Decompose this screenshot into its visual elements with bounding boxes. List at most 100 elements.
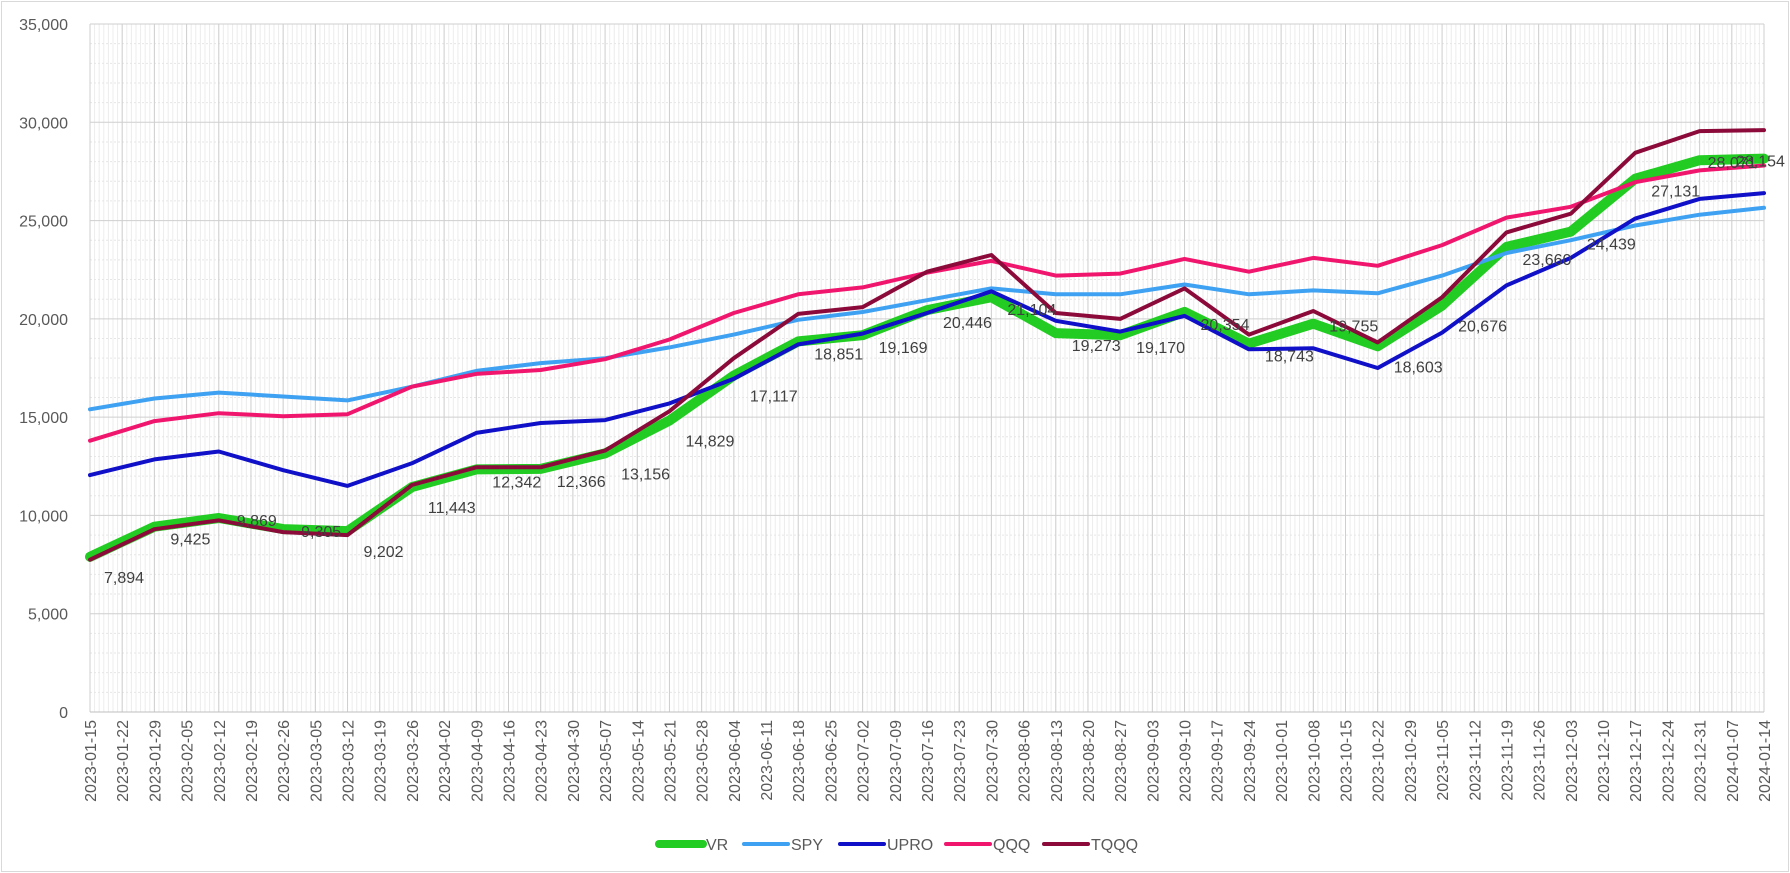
x-tick-label: 2023-03-26 xyxy=(405,720,422,802)
x-tick-label: 2023-07-16 xyxy=(920,720,937,802)
x-tick-label: 2023-02-05 xyxy=(180,720,197,802)
y-tick-label: 30,000 xyxy=(19,115,68,132)
x-tick-label: 2023-03-19 xyxy=(373,720,390,802)
x-tick-label: 2023-04-09 xyxy=(469,720,486,802)
x-tick-label: 2023-05-28 xyxy=(695,720,712,802)
data-labels: 7,894 9,425 9,869 9,305 9,202 11,443 12,342 12,… xyxy=(104,154,1785,587)
data-label: 7,894 xyxy=(104,570,144,587)
x-tick-label: 2023-10-08 xyxy=(1306,720,1323,802)
x-tick-label: 2023-11-12 xyxy=(1467,720,1484,801)
x-tick-label: 2023-06-11 xyxy=(759,720,776,801)
x-tick-label: 2023-12-10 xyxy=(1596,720,1613,802)
y-tick-label: 5,000 xyxy=(28,607,68,624)
data-label: 20,446 xyxy=(943,315,992,332)
x-tick-label: 2023-11-26 xyxy=(1532,720,1549,801)
data-label: 28,071 xyxy=(1708,155,1757,172)
x-tick-label: 2023-04-16 xyxy=(502,720,519,802)
x-tick-label: 2023-09-24 xyxy=(1242,720,1259,802)
x-tick-label: 2023-07-02 xyxy=(856,720,873,802)
data-label: 14,829 xyxy=(685,434,734,451)
x-tick-label: 2023-01-29 xyxy=(147,720,164,802)
series-lines xyxy=(85,128,1769,562)
data-label: 17,117 xyxy=(750,389,798,406)
x-tick-label: 2023-03-12 xyxy=(341,720,358,802)
x-tick-label: 2023-05-14 xyxy=(630,720,647,802)
x-tick-label: 2023-06-04 xyxy=(727,720,744,802)
data-label: 9,425 xyxy=(170,532,210,549)
x-tick-label: 2023-05-21 xyxy=(662,720,679,802)
x-tick-label: 2023-10-29 xyxy=(1403,720,1420,802)
x-tick-label: 2023-02-26 xyxy=(276,720,293,802)
data-label: 9,202 xyxy=(364,544,404,561)
data-label: 21,104 xyxy=(1007,302,1056,319)
data-label: 12,366 xyxy=(557,474,606,491)
x-tick-label: 2023-08-20 xyxy=(1081,720,1098,802)
data-label: 19,273 xyxy=(1072,338,1121,355)
data-label: 19,755 xyxy=(1329,319,1378,336)
data-label: 12,342 xyxy=(492,474,541,491)
x-tick-label: 2023-08-06 xyxy=(1017,720,1034,802)
x-tick-label: 2023-12-17 xyxy=(1628,720,1645,802)
x-tick-label: 2023-04-23 xyxy=(534,720,551,802)
x-tick-label: 2023-07-23 xyxy=(952,720,969,802)
data-label: 13,156 xyxy=(621,466,670,483)
x-tick-label: 2023-03-05 xyxy=(308,720,325,802)
legend-label-spy: SPY xyxy=(791,837,823,854)
y-tick-label: 0 xyxy=(59,705,68,722)
data-label: 28,154 xyxy=(1736,154,1785,171)
data-label: 19,170 xyxy=(1136,340,1185,357)
data-label: 24,439 xyxy=(1587,237,1636,254)
x-tick-label: 2023-12-03 xyxy=(1564,720,1581,802)
y-axis: 0 5,000 10,000 15,000 20,000 25,000 30,000 35,0… xyxy=(19,17,68,722)
x-tick-label: 2023-01-22 xyxy=(115,720,132,802)
x-tick-label: 2023-08-27 xyxy=(1113,720,1130,802)
data-label: 27,131 xyxy=(1651,184,1700,201)
x-tick-label: 2023-07-30 xyxy=(984,720,1001,802)
y-tick-label: 15,000 xyxy=(19,410,68,427)
x-tick-label: 2023-02-12 xyxy=(212,720,229,802)
x-tick-label: 2023-04-02 xyxy=(437,720,454,802)
data-label: 9,305 xyxy=(301,524,341,541)
x-tick-label: 2023-07-09 xyxy=(888,720,905,802)
legend-label-upro: UPRO xyxy=(887,837,933,854)
x-tick-label: 2023-11-19 xyxy=(1499,720,1516,801)
x-tick-label: 2023-09-03 xyxy=(1145,720,1162,802)
x-tick-label: 2023-08-13 xyxy=(1049,720,1066,802)
x-axis: 2023-01-15 2023-01-22 2023-01-29 2023-02-05… xyxy=(83,711,1774,802)
legend-label-tqqq: TQQQ xyxy=(1091,837,1138,854)
data-label: 18,743 xyxy=(1265,349,1314,366)
x-tick-label: 2023-02-19 xyxy=(244,720,261,802)
series-line-upro xyxy=(88,191,1766,488)
legend: VR SPY UPRO QQQ TQQQ xyxy=(655,837,1138,854)
x-tick-label: 2023-10-15 xyxy=(1339,720,1356,802)
x-tick-label: 2023-09-10 xyxy=(1178,720,1195,802)
data-label: 23,660 xyxy=(1522,252,1571,269)
data-label: 20,676 xyxy=(1458,319,1507,336)
x-tick-label: 2023-06-18 xyxy=(791,720,808,802)
legend-label-qqq: QQQ xyxy=(993,837,1030,854)
y-tick-label: 20,000 xyxy=(19,312,68,329)
x-tick-label: 2023-10-22 xyxy=(1371,720,1388,802)
x-tick-label: 2023-09-17 xyxy=(1210,720,1227,802)
data-label: 11,443 xyxy=(428,500,476,517)
data-label: 20,354 xyxy=(1201,317,1250,334)
x-tick-label: 2023-05-07 xyxy=(598,720,615,802)
x-tick-label: 2023-06-25 xyxy=(823,720,840,802)
x-tick-label: 2024-01-14 xyxy=(1757,720,1774,802)
data-label: 9,869 xyxy=(237,513,277,530)
data-label: 18,851 xyxy=(814,346,863,363)
y-tick-label: 25,000 xyxy=(19,214,68,231)
x-tick-label: 2023-04-30 xyxy=(566,720,583,802)
y-tick-label: 10,000 xyxy=(19,508,68,525)
x-tick-label: 2023-12-31 xyxy=(1693,720,1710,802)
x-tick-label: 2024-01-07 xyxy=(1725,720,1742,802)
y-tick-label: 35,000 xyxy=(19,17,68,34)
x-tick-label: 2023-01-15 xyxy=(83,720,100,802)
x-tick-label: 2023-11-05 xyxy=(1435,720,1452,801)
series-line-spy xyxy=(88,205,1766,412)
x-tick-label: 2023-12-24 xyxy=(1660,720,1677,802)
data-label: 19,169 xyxy=(879,340,928,357)
legend-label-vr: VR xyxy=(706,837,728,854)
